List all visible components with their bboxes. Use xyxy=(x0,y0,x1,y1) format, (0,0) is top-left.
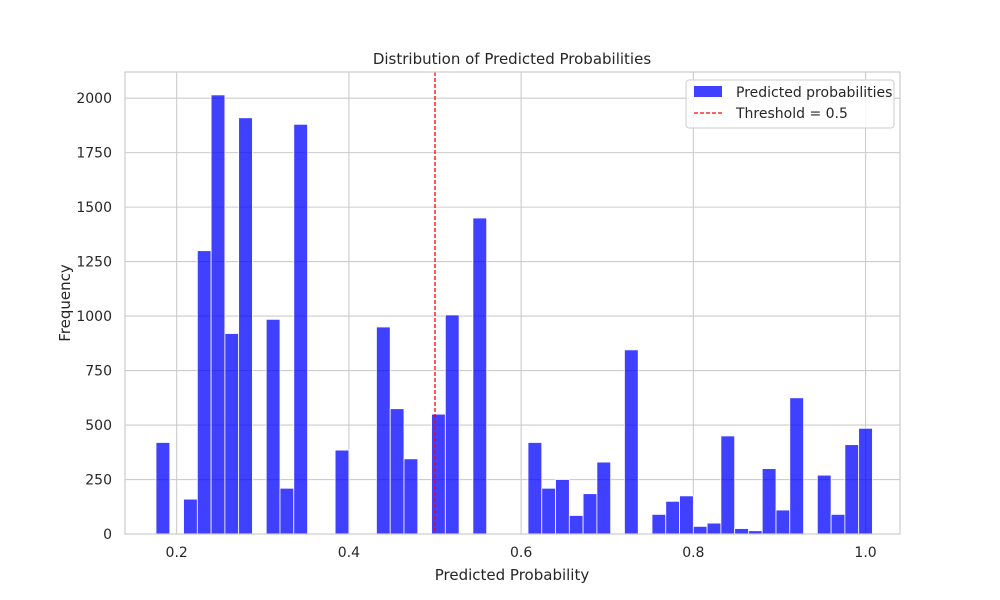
histogram-bar xyxy=(527,442,543,535)
y-axis-ticks: 0 250 500 750 1000 1250 1500 1750 2000 xyxy=(76,91,112,543)
x-axis-label: Predicted Probability xyxy=(435,566,590,584)
x-tick-label: 0.4 xyxy=(338,545,360,561)
x-tick-label: 0.6 xyxy=(510,545,532,561)
y-tick-label: 500 xyxy=(85,418,112,434)
y-tick-label: 1250 xyxy=(76,255,112,271)
histogram-bar xyxy=(830,513,846,535)
grid xyxy=(125,72,900,535)
histogram-bar xyxy=(582,493,598,535)
y-tick-label: 2000 xyxy=(76,91,112,107)
y-tick-label: 1500 xyxy=(76,200,112,216)
histogram-bar xyxy=(155,442,171,535)
histogram-bar xyxy=(541,487,556,535)
histogram-bar xyxy=(334,449,350,535)
histogram-bar xyxy=(568,515,584,535)
x-tick-label: 1.0 xyxy=(854,545,876,561)
y-tick-label: 1750 xyxy=(76,146,112,162)
histogram-bar xyxy=(196,250,212,535)
y-tick-label: 1000 xyxy=(76,309,112,325)
histogram-bar xyxy=(761,468,777,535)
plot-frame xyxy=(124,71,901,535)
histogram-bar xyxy=(720,435,736,535)
histogram-bar xyxy=(775,509,791,535)
x-tick-label: 0.2 xyxy=(166,545,188,561)
histogram-bar xyxy=(224,333,240,535)
histogram-bar xyxy=(679,495,694,535)
histogram-bar xyxy=(734,528,749,535)
histogram-bar xyxy=(651,513,667,535)
chart-title: Distribution of Predicted Probabilities xyxy=(373,50,651,68)
histogram-bar xyxy=(293,123,308,535)
legend-label-threshold: Threshold = 0.5 xyxy=(735,106,848,122)
histogram-bar xyxy=(858,427,873,535)
histogram-bar xyxy=(431,413,446,535)
histogram-bar xyxy=(403,458,419,535)
legend: Predicted probabilities Threshold = 0.5 xyxy=(685,79,895,129)
y-tick-label: 750 xyxy=(85,364,112,380)
histogram-bar xyxy=(555,479,570,535)
histogram-bar xyxy=(238,117,253,535)
y-tick-label: 250 xyxy=(85,473,112,489)
histogram-bar xyxy=(816,474,832,535)
x-tick-label: 0.8 xyxy=(682,545,704,561)
histogram-bar xyxy=(706,522,722,535)
histogram-bar xyxy=(279,487,295,535)
histogram-bar xyxy=(183,498,198,535)
histogram-bars xyxy=(155,94,873,535)
y-tick-label: 0 xyxy=(103,527,112,543)
histogram-bar xyxy=(210,94,226,535)
y-axis-label: Frequency xyxy=(56,264,74,342)
histogram-bar xyxy=(789,397,804,535)
histogram-bar xyxy=(376,326,391,535)
histogram-bar xyxy=(472,217,488,535)
histogram-bar xyxy=(624,349,639,535)
histogram-bar xyxy=(665,500,680,535)
histogram-bar xyxy=(692,525,708,535)
x-axis-ticks: 0.2 0.4 0.6 0.8 1.0 xyxy=(166,545,877,561)
legend-swatch-predicted xyxy=(694,86,722,97)
histogram-bar xyxy=(444,314,460,535)
histogram-bar xyxy=(844,444,860,535)
histogram-bar xyxy=(596,461,612,535)
legend-label-predicted: Predicted probabilities xyxy=(736,85,892,101)
histogram-bar xyxy=(389,408,405,535)
legend-box xyxy=(685,79,895,129)
histogram-bar xyxy=(265,318,281,535)
